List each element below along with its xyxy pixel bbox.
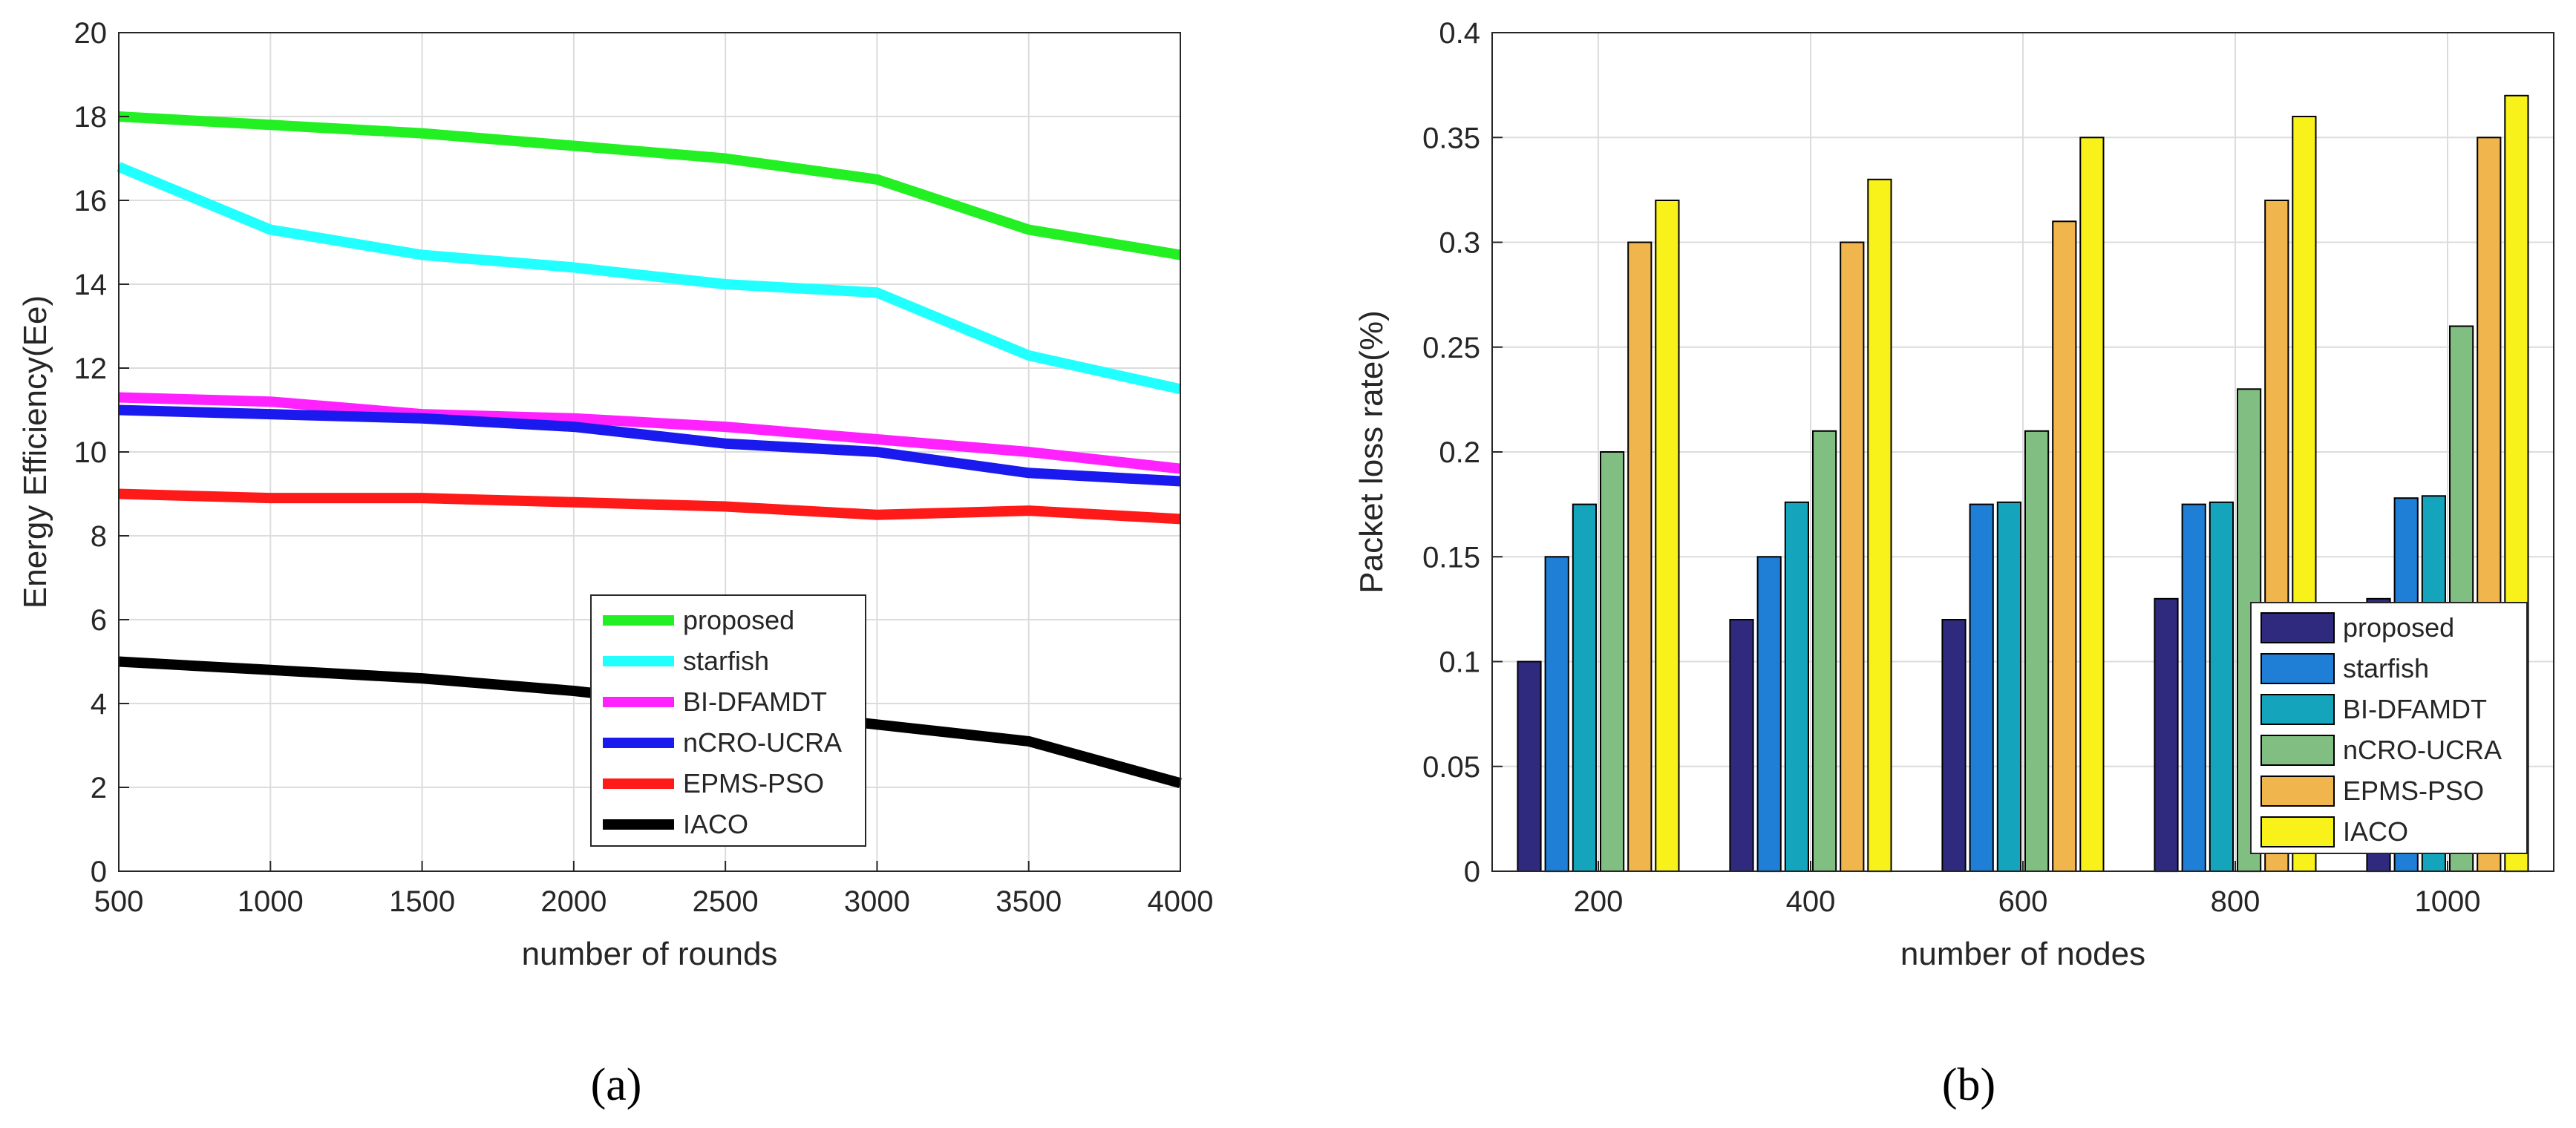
bar-bi-dfamdt-400: [1784, 501, 1810, 872]
caption-b: (b): [1942, 1060, 1995, 1110]
legend-swatch-starfish: [2260, 653, 2335, 684]
bar-chart-packet-loss: 200 400 600 800 1000 0 0.05 0.1 0.15 0.2 0.25 0.3 0.…: [1353, 17, 2554, 1110]
x-tick-label: 500: [94, 885, 144, 918]
legend-label-starfish: starfish: [683, 646, 769, 676]
legend-label-epms-pso: EPMS-PSO: [2343, 776, 2484, 806]
caption-a: (a): [591, 1060, 642, 1110]
legend-swatch-proposed: [2260, 612, 2335, 643]
legend-b: proposed starfish BI-DFAMDT nCRO-UCRA EPMS-P…: [2250, 602, 2528, 854]
series-line-ncro-ucra: [118, 404, 1181, 487]
legend-label-epms-pso: EPMS-PSO: [683, 768, 824, 799]
x-axis-label-a: number of rounds: [522, 936, 778, 972]
y-axis-label-b: Packet loss rate(%): [1353, 310, 1390, 593]
y-tick-label: 8: [91, 520, 107, 553]
y-tick-label: 12: [74, 352, 108, 385]
legend-label-bi-dfamdt: BI-DFAMDT: [683, 686, 827, 717]
bar-proposed-600: [1941, 619, 1967, 872]
bar-ncro-ucra-400: [1812, 430, 1837, 872]
bar-bi-dfamdt-200: [1572, 503, 1598, 872]
series-line-starfish: [117, 162, 1182, 395]
bar-proposed-800: [2154, 597, 2179, 873]
y-tick-label: 0.3: [1439, 227, 1480, 260]
legend-swatch-ncro-ucra: [2260, 735, 2335, 766]
bar-iaco-400: [1867, 178, 1892, 873]
y-tick-label: 0.05: [1422, 751, 1480, 784]
series-line-epms-pso: [118, 488, 1181, 525]
y-tick-label: 16: [74, 185, 108, 217]
legend-a: proposed starfish BI-DFAMDT nCRO-UCRA EPMS-P…: [590, 594, 866, 847]
x-tick-label: 1000: [2415, 885, 2481, 918]
bar-starfish-400: [1756, 556, 1782, 873]
bar-ncro-ucra-200: [1600, 451, 1625, 872]
y-tick-label: 14: [74, 269, 108, 301]
x-axis-label-b: number of nodes: [1900, 936, 2145, 972]
y-tick-label: 4: [91, 688, 107, 721]
legend-label-bi-dfamdt: BI-DFAMDT: [2343, 694, 2487, 724]
series-lines-a: [117, 111, 1182, 789]
x-tick-label: 200: [1574, 885, 1624, 918]
x-tick-label: 400: [1786, 885, 1836, 918]
bar-iaco-200: [1655, 200, 1680, 872]
legend-label-ncro-ucra: nCRO-UCRA: [2343, 735, 2502, 765]
x-tick-label: 600: [1998, 885, 2048, 918]
y-tick-label: 20: [74, 17, 108, 50]
y-tick-label: 0.2: [1439, 436, 1480, 469]
y-tick-label: 0.35: [1422, 122, 1480, 154]
y-tick-label: 10: [74, 436, 108, 469]
bar-iaco-600: [2079, 137, 2105, 873]
bar-epms-pso-200: [1627, 241, 1653, 872]
y-tick-label: 0.25: [1422, 332, 1480, 364]
x-tick-label: 3500: [996, 885, 1062, 918]
y-tick-label: 2: [91, 772, 107, 804]
bar-ncro-ucra-600: [2024, 430, 2050, 872]
legend-box-b: [2250, 602, 2528, 854]
legend-label-proposed: proposed: [683, 605, 794, 635]
y-tick-label: 18: [74, 101, 108, 134]
line-chart-energy-efficiency: 500 1000 1500 2000 2500 3000 3500 4000 0 2 4 6 8 10 12…: [17, 17, 1213, 1110]
bar-starfish-800: [2181, 503, 2206, 872]
y-tick-label: 0: [1464, 856, 1480, 888]
legend-label-iaco: IACO: [683, 809, 748, 839]
legend-swatch-epms-pso: [2260, 776, 2335, 807]
legend-label-proposed: proposed: [2343, 612, 2454, 643]
tick-labels-b: 200 400 600 800 1000 0 0.05 0.1 0.15 0.2 0.25 0.3 0.…: [1422, 17, 2480, 918]
y-tick-label: 0.4: [1439, 17, 1480, 50]
x-tick-label: 2500: [693, 885, 759, 918]
bar-bi-dfamdt-800: [2209, 501, 2235, 872]
y-axis-label-a: Energy Efficiency(Ee): [17, 295, 53, 609]
legend-label-iaco: IACO: [2343, 816, 2408, 847]
bar-epms-pso-400: [1840, 241, 1865, 872]
x-tick-label: 4000: [1148, 885, 1214, 918]
series-line-bi-dfamdt: [118, 392, 1181, 474]
y-tick-label: 0.15: [1422, 541, 1480, 574]
x-tick-label: 2000: [540, 885, 607, 918]
series-line-proposed: [118, 111, 1182, 260]
bar-epms-pso-600: [2052, 220, 2077, 872]
y-tick-label: 0.1: [1439, 646, 1480, 679]
x-tick-label: 3000: [844, 885, 910, 918]
bar-proposed-200: [1517, 660, 1542, 872]
legend-box-a: [590, 594, 866, 847]
legend-label-starfish: starfish: [2343, 653, 2429, 683]
y-tick-label: 0: [91, 856, 107, 888]
bar-proposed-400: [1729, 619, 1754, 872]
legend-label-ncro-ucra: nCRO-UCRA: [683, 727, 842, 758]
tick-labels-a: 500 1000 1500 2000 2500 3000 3500 4000 0 2 4 6 8 10 12…: [74, 17, 1214, 918]
legend-swatch-iaco: [2260, 816, 2335, 847]
x-tick-label: 1000: [238, 885, 304, 918]
y-tick-label: 6: [91, 604, 107, 637]
bar-bi-dfamdt-600: [1996, 501, 2022, 872]
x-tick-label: 800: [2211, 885, 2260, 918]
bar-starfish-600: [1969, 503, 1994, 872]
legend-swatch-bi-dfamdt: [2260, 694, 2335, 725]
bar-starfish-200: [1544, 556, 1569, 873]
x-tick-label: 1500: [389, 885, 455, 918]
